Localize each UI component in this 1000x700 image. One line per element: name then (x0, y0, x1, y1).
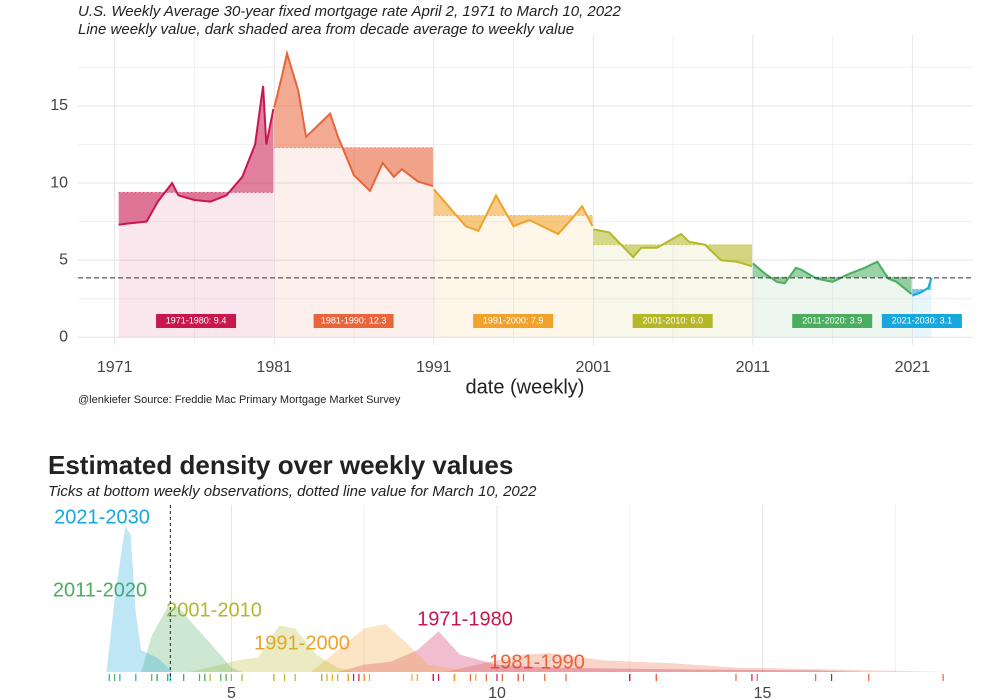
decade-average-area (274, 147, 433, 338)
y-tick-label: 10 (50, 174, 68, 191)
decade-label: 2011-2020: 3.9 (802, 315, 862, 325)
source: @lenkiefer Source: Freddie Mac Primary M… (78, 394, 401, 406)
rate-line (433, 188, 594, 236)
decade-label-box (792, 314, 873, 328)
decade-label: 1971-1980: 9.4 (166, 315, 227, 325)
density-area (311, 624, 471, 672)
x-tick-label: 5 (227, 685, 236, 700)
deviation-area (118, 85, 274, 225)
subtitle: Ticks at bottom weekly observations, dot… (48, 483, 537, 500)
deviation-area (433, 189, 593, 234)
decade-label-box (632, 314, 713, 328)
density-area (188, 625, 354, 672)
decade-label-box (881, 314, 962, 328)
y-tick-label: 0 (59, 329, 68, 346)
x-axis-label: date (weekly) (466, 376, 585, 398)
density-area (141, 606, 242, 672)
decade-label-box (473, 314, 554, 328)
y-tick-label: 5 (59, 251, 68, 268)
decade-label: 2001-2010: 6.0 (642, 315, 703, 325)
density-label: 1971-1980 (417, 608, 513, 630)
rate-line (593, 228, 753, 268)
density-label: 2011-2020 (53, 579, 147, 601)
deviation-area (274, 53, 433, 191)
decade-label: 2021-2030: 3.1 (892, 315, 953, 325)
x-tick-label: 2001 (576, 359, 612, 376)
rate-line (118, 85, 275, 226)
chart-title: Estimated density over weekly values (48, 450, 513, 480)
decade-label: 1981-1990: 12.3 (321, 315, 387, 325)
subtitle: U.S. Weekly Average 30-year fixed mortga… (78, 3, 621, 20)
rate-line (752, 260, 913, 295)
x-tick-label: 2021 (895, 359, 931, 376)
density-label: 1981-1990 (489, 651, 585, 673)
decade-label-box (313, 314, 394, 328)
subtitle: Line weekly value, dark shaded area from… (78, 21, 574, 38)
density-label: 2001-2010 (166, 599, 262, 621)
rate-line (912, 277, 933, 297)
x-tick-label: 1981 (256, 359, 292, 376)
density-area (106, 526, 173, 672)
deviation-area (912, 277, 932, 296)
density-label: 2021-2030 (54, 506, 150, 528)
x-tick-label: 2011 (736, 359, 771, 376)
density-area (337, 631, 869, 672)
decade-label-box (156, 314, 237, 328)
decade-average-area (752, 277, 912, 338)
density-area (443, 653, 949, 672)
x-tick-label: 15 (754, 685, 772, 700)
x-tick-label: 1991 (416, 359, 452, 376)
decade-label: 1991-2000: 7.9 (483, 315, 544, 325)
x-tick-label: 1971 (97, 359, 133, 376)
density-label: 1991-2000 (254, 632, 350, 654)
decade-average-area (912, 289, 932, 338)
rate-line (273, 49, 434, 193)
x-tick-label: 10 (488, 685, 506, 700)
y-tick-label: 15 (50, 97, 68, 114)
